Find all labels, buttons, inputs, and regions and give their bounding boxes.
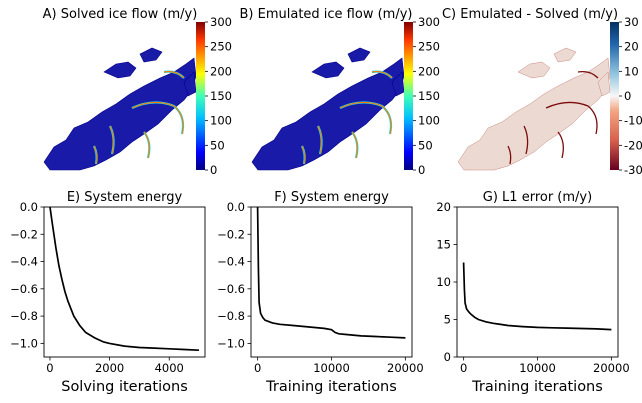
panel-b-colorbar xyxy=(404,22,413,170)
y-tick-label: −0.4 xyxy=(10,255,38,269)
y-tick-label: 0.0 xyxy=(227,200,245,214)
plot-frame xyxy=(456,206,619,358)
colorbar-tick-label: 0 xyxy=(418,163,425,177)
y-tick-label: 10 xyxy=(436,275,451,289)
chart-title: F) System energy xyxy=(274,190,389,205)
x-axis-label: Solving iterations xyxy=(61,379,188,395)
plot-frame xyxy=(250,206,413,358)
chart-title: G) L1 error (m/y) xyxy=(483,190,592,205)
colorbar-tick-label: 10 xyxy=(624,64,639,78)
colorbar-tick-label: 150 xyxy=(418,89,440,103)
x-tick-label: 20000 xyxy=(387,361,424,375)
y-tick-label: 20 xyxy=(436,200,451,214)
y-tick-label: −0.2 xyxy=(10,227,38,241)
colorbar-tick-label: 0 xyxy=(210,163,217,177)
colorbar-tick-label: 250 xyxy=(210,40,232,54)
colorbar-tick-label: 200 xyxy=(210,64,232,78)
y-tick-label: 15 xyxy=(436,238,451,252)
plot-frame xyxy=(43,206,206,358)
panel-c-colorbar-ticks: 30 20 10 0 -10 -20 -30 xyxy=(619,15,642,177)
panel-c-title: C) Emulated - Solved (m/y) xyxy=(442,7,618,22)
y-tick-label: −0.8 xyxy=(217,309,245,323)
x-tick-label: 0 xyxy=(46,361,53,375)
x-tick-label: 0 xyxy=(460,361,467,375)
colorbar-tick-label: 300 xyxy=(418,15,440,29)
series-line xyxy=(462,262,612,331)
panel-a-title: A) Solved ice flow (m/y) xyxy=(43,7,198,22)
series-line xyxy=(49,206,200,352)
colorbar-tick-label: 50 xyxy=(418,138,433,152)
x-tick-label: 4000 xyxy=(155,361,184,375)
panel-b-colorbar-ticks: 300 250 200 150 100 50 0 xyxy=(413,15,440,177)
colorbar-tick-label: 150 xyxy=(210,89,232,103)
y-tick-label: −0.4 xyxy=(217,255,245,269)
y-tick-label: 0 xyxy=(444,350,451,364)
colorbar-tick-label: -20 xyxy=(624,138,642,152)
panel-b-map xyxy=(251,47,405,171)
x-tick-label: 0 xyxy=(254,361,261,375)
colorbar-tick-label: 250 xyxy=(418,40,440,54)
x-tick-label: 10000 xyxy=(519,361,556,375)
colorbar-tick-label: 20 xyxy=(624,40,639,54)
panel-c-colorbar xyxy=(610,22,619,170)
panel-a-colorbar-ticks: 300 250 200 150 100 50 0 xyxy=(205,15,232,177)
panel-b-title: B) Emulated ice flow (m/y) xyxy=(240,7,413,22)
y-tick-label: 5 xyxy=(444,313,451,327)
colorbar-tick-label: -30 xyxy=(624,163,642,177)
y-tick-label: −0.8 xyxy=(10,309,38,323)
y-tick-label: −1.0 xyxy=(217,336,245,350)
chart-title: E) System energy xyxy=(67,190,183,205)
x-tick-label: 2000 xyxy=(95,361,124,375)
x-axis-label: Training iterations xyxy=(471,379,603,395)
colorbar-tick-label: 100 xyxy=(210,114,232,128)
colorbar-tick-label: 30 xyxy=(624,15,639,29)
chart-f: F) System energy 0 10000 20000 0.0 −0.2 −0.4 −0… xyxy=(217,190,424,395)
colorbar-tick-label: 0 xyxy=(624,89,631,103)
y-tick-label: −1.0 xyxy=(10,336,38,350)
colorbar-tick-label: 200 xyxy=(418,64,440,78)
colorbar-tick-label: 300 xyxy=(210,15,232,29)
y-tick-label: −0.2 xyxy=(217,227,245,241)
y-tick-label: −0.6 xyxy=(10,282,38,296)
chart-g: G) L1 error (m/y) 0 10000 20000 0 5 10 15 20 Trai… xyxy=(436,190,629,395)
colorbar-tick-label: 50 xyxy=(210,138,225,152)
y-tick-label: −0.6 xyxy=(217,282,245,296)
x-tick-label: 20000 xyxy=(593,361,630,375)
panel-c-map xyxy=(457,47,611,171)
colorbar-tick-label: 100 xyxy=(418,114,440,128)
colorbar-tick-label: -10 xyxy=(624,114,642,128)
y-tick-label: 0.0 xyxy=(20,200,38,214)
panel-a-colorbar xyxy=(196,22,205,170)
series-line xyxy=(256,206,406,339)
panel-a-map xyxy=(43,47,197,171)
x-axis-label: Training iterations xyxy=(265,379,397,395)
x-tick-label: 10000 xyxy=(313,361,350,375)
chart-e: E) System energy 0 2000 4000 0.0 −0.2 −0.4 −0.6… xyxy=(10,190,206,395)
